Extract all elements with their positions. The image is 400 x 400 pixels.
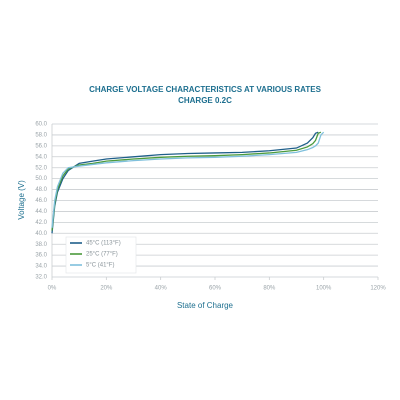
legend-label: 5°C (41°F) [86,263,114,269]
x-tick-label: 0% [48,286,57,292]
y-tick-label: 34.0 [35,264,47,270]
x-tick-label: 80% [263,286,276,292]
y-axis-label: Voltage (V) [17,180,26,220]
x-tick-label: 20% [100,286,113,292]
y-tick-label: 52.0 [35,165,47,171]
y-tick-label: 56.0 [35,143,47,149]
y-tick-label: 60.0 [35,122,47,128]
y-tick-label: 54.0 [35,154,47,160]
series-line [51,131,322,231]
y-tick-label: 40.0 [35,231,47,237]
x-tick-label: 40% [155,286,168,292]
x-axis-label: State of Charge [177,301,234,310]
y-tick-label: 32.0 [35,275,47,281]
y-tick-label: 36.0 [35,253,47,259]
legend-label: 45°C (113°F) [86,241,121,247]
legend-label: 25°C (77°F) [86,252,118,258]
y-tick-label: 42.0 [35,220,47,226]
y-tick-label: 58.0 [35,133,47,139]
x-tick-label: 100% [316,286,332,292]
chart-title: CHARGE VOLTAGE CHARACTERISTICS AT VARIOU… [89,85,322,94]
y-tick-label: 50.0 [35,176,47,182]
series-line [51,131,325,228]
x-tick-label: 60% [209,286,222,292]
series-line [51,131,319,234]
y-tick-label: 44.0 [35,209,47,215]
chart-subtitle: CHARGE 0.2C [178,96,232,105]
x-tick-label: 120% [370,286,386,292]
y-tick-label: 48.0 [35,187,47,193]
y-tick-label: 46.0 [35,198,47,204]
y-tick-label: 38.0 [35,242,47,248]
